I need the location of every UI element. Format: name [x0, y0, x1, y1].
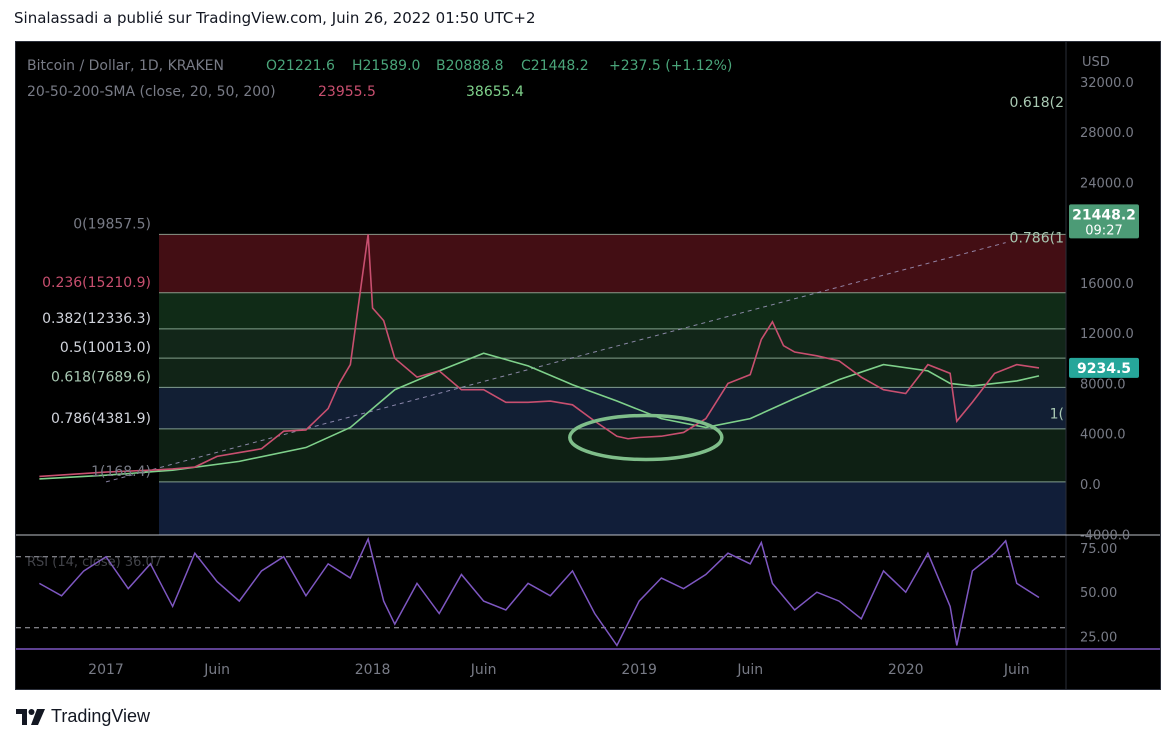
fib-band	[159, 292, 1066, 329]
y-tick-label: 16000.0	[1080, 277, 1134, 292]
rsi-line	[38, 536, 1040, 647]
fib-band	[159, 387, 1066, 429]
fib-band	[159, 234, 1066, 293]
fib-level-label: 0.236(15210.9)	[42, 275, 151, 291]
price-badge-countdown: 09:27	[1085, 223, 1122, 238]
x-tick-label: Juin	[470, 662, 497, 678]
y-tick-label: 0.0	[1080, 478, 1101, 493]
fib-level-label: 0.5(10013.0)	[60, 340, 151, 356]
legend-change: +237.5 (+1.12%)	[609, 58, 732, 74]
publish-header: Sinalassadi a publié sur TradingView.com…	[14, 9, 536, 27]
fib-level-label: 0(19857.5)	[73, 216, 151, 232]
x-tick-label: 2019	[621, 662, 657, 678]
chart-frame[interactable]: 0(19857.5) 0.236(15210.9) 0.382(12336.3) 0.…	[15, 41, 1161, 690]
rsi-tick-label: 25.00	[1080, 631, 1117, 646]
fib-band	[159, 328, 1066, 359]
legend-close: C21448.2	[521, 58, 589, 74]
legend-symbol: Bitcoin / Dollar, 1D, KRAKEN	[27, 58, 224, 74]
y-tick-label: 12000.0	[1080, 327, 1134, 342]
price-badge	[1069, 204, 1139, 239]
fib-extension-label: 0.618(2	[1010, 95, 1064, 111]
rsi-tick-label: 50.00	[1080, 586, 1117, 601]
fib-level-label: 0.786(4381.9)	[51, 411, 151, 427]
x-tick-label: 2020	[888, 662, 924, 678]
legend-open: O21221.6	[266, 58, 335, 74]
sma-value-1: 23955.5	[318, 84, 376, 100]
price-chart[interactable]: 0(19857.5) 0.236(15210.9) 0.382(12336.3) 0.…	[16, 42, 1161, 690]
fib-band	[159, 481, 1066, 535]
legend-high: H21589.0	[352, 58, 420, 74]
legend-low: B20888.8	[436, 58, 504, 74]
y-tick-label: 32000.0	[1080, 76, 1134, 91]
fib-level-label: 0.382(12336.3)	[42, 311, 151, 327]
y-tick-label: 4000.0	[1080, 428, 1126, 443]
fib-extension-label: 1(	[1050, 407, 1064, 423]
y-tick-label: 24000.0	[1080, 176, 1134, 191]
rsi-legend-label: RSI (14, close) 36.07	[27, 555, 162, 570]
price-line	[39, 234, 1040, 478]
footer: TradingView	[16, 706, 150, 727]
tradingview-logo-icon	[16, 708, 45, 725]
rsi-tick-label: 75.00	[1080, 542, 1117, 557]
price-badge	[1069, 357, 1139, 378]
y-tick-label: 8000.0	[1080, 377, 1126, 392]
highlight-ellipse	[568, 413, 724, 462]
trendline	[105, 242, 1006, 483]
fib-band	[159, 428, 1066, 482]
fib-extension-label: 0.786(1	[1010, 231, 1064, 247]
sma-200-line	[39, 352, 1040, 480]
sma-value-2: 38655.4	[466, 84, 524, 100]
x-tick-label: 2017	[88, 662, 124, 678]
fib-level-label: 1(168.4)	[91, 464, 151, 480]
x-tick-label: 2018	[355, 662, 391, 678]
currency-label: USD	[1082, 55, 1110, 70]
tradingview-brand: TradingView	[51, 706, 151, 726]
price-badge-label: 21448.2	[1072, 207, 1136, 223]
sma-legend-label: 20-50-200-SMA (close, 20, 50, 200)	[27, 84, 276, 100]
price-badge-label: 9234.5	[1077, 361, 1131, 377]
fib-level-label: 0.618(7689.6)	[51, 369, 151, 385]
x-tick-label: Juin	[203, 662, 230, 678]
y-tick-label: -4000.0	[1080, 528, 1130, 543]
x-tick-label: Juin	[736, 662, 763, 678]
y-tick-label: 28000.0	[1080, 126, 1134, 141]
x-tick-label: Juin	[1003, 662, 1030, 678]
